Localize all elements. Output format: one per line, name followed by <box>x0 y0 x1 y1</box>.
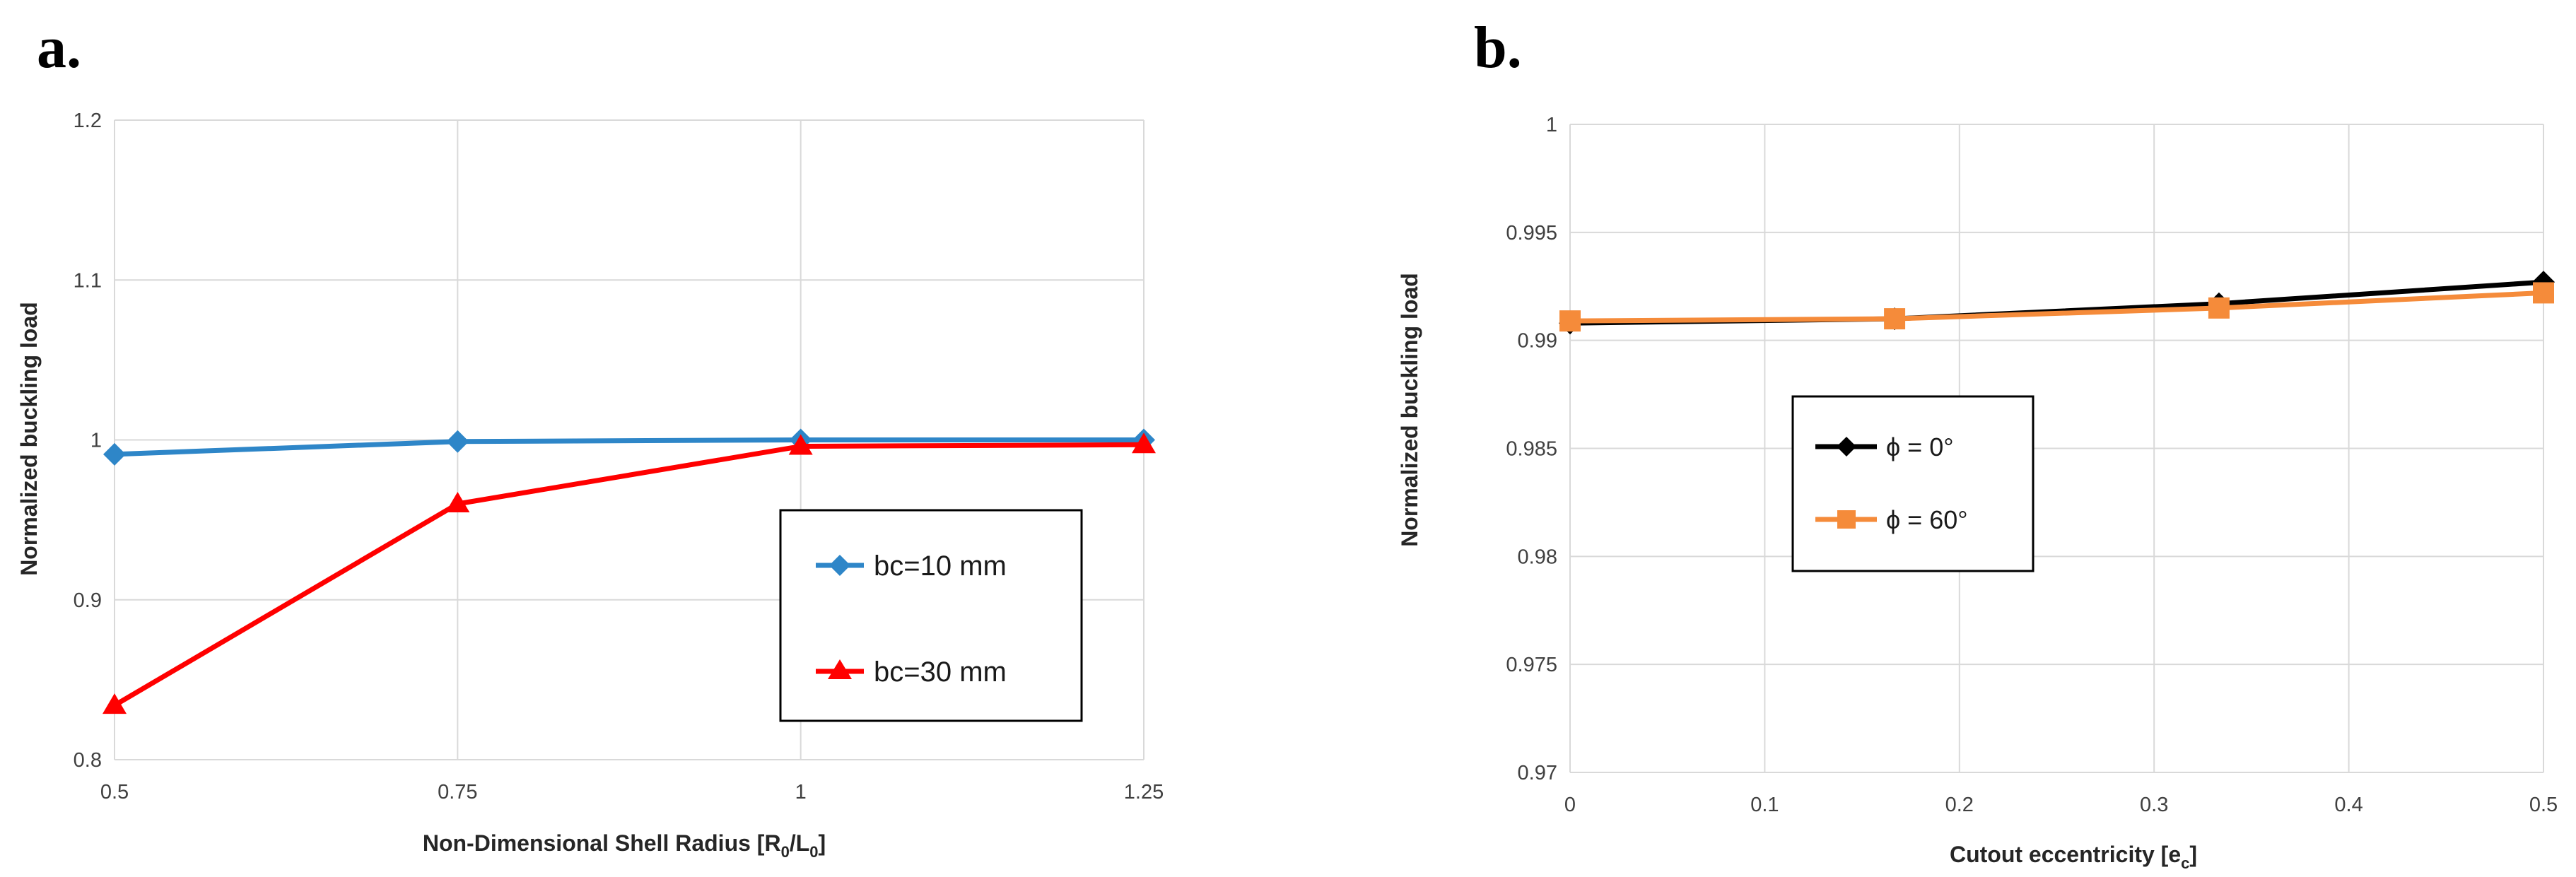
data-point-marker <box>103 442 126 466</box>
x-tick-label: 0 <box>1564 794 1576 816</box>
legend-label-phi0: ϕ = 0° <box>1886 432 1954 461</box>
y-tick-label: 0.98 <box>1518 546 1557 568</box>
series-line <box>1569 279 2544 326</box>
panel-b-series <box>1559 271 2555 335</box>
data-point-marker <box>1884 308 1906 330</box>
y-tick-label: 0.8 <box>74 749 102 772</box>
x-tick-label: 0.3 <box>2140 794 2168 816</box>
panel-b-gridlines <box>1569 124 2544 773</box>
panel-b-y-axis-title: Normalized buckling load <box>1397 273 1422 547</box>
x-tick-label: 0.2 <box>1945 794 1974 816</box>
x-tick-label: 0.1 <box>1750 794 1779 816</box>
y-tick-label: 1.1 <box>74 269 102 292</box>
legend-square-marker <box>1837 510 1856 529</box>
panel-a-y-tick-labels: 0.8 0.9 1 1.1 1.2 <box>74 110 102 772</box>
x-tick-label: 1 <box>795 781 807 804</box>
data-point-marker <box>103 693 127 714</box>
legend-label-bc30: bc=30 mm <box>874 657 1007 688</box>
legend-label-phi60: ϕ = 60° <box>1886 505 1968 534</box>
legend-diamond-marker <box>1837 437 1856 457</box>
data-point-marker <box>2533 282 2554 304</box>
series-line <box>1569 290 2544 324</box>
panel-a-x-axis-title: Non-Dimensional Shell Radius [R0/L0] <box>423 830 826 861</box>
y-tick-label: 0.9 <box>74 589 102 612</box>
x-tick-label: 0.75 <box>438 781 477 804</box>
panel-a-letter: a. <box>37 15 81 81</box>
y-tick-label: 1 <box>1546 114 1557 136</box>
x-tick-label: 1.25 <box>1124 781 1164 804</box>
panel-a-series <box>103 428 1156 714</box>
legend-label-bc10: bc=10 mm <box>874 551 1007 582</box>
x-tick-label: 0.5 <box>100 781 129 804</box>
chart-panel-a: a. 0.8 0.9 1 1.1 1.2 0.5 0.75 1 1.25 Normalized… <box>16 15 1164 861</box>
series-line <box>114 437 1144 457</box>
y-tick-label: 0.975 <box>1506 654 1557 676</box>
x-tick-label: 0.5 <box>2529 794 2558 816</box>
data-point-marker <box>2208 297 2230 319</box>
series-line <box>113 442 1144 708</box>
x-tick-label: 0.4 <box>2334 794 2363 816</box>
y-tick-label: 1.2 <box>74 110 102 132</box>
panel-b-legend: ϕ = 0° ϕ = 60° <box>1791 395 2035 572</box>
panel-b-letter: b. <box>1474 15 1522 81</box>
data-point-marker <box>788 434 813 455</box>
panel-b-x-tick-labels: 0 0.1 0.2 0.3 0.4 0.5 <box>1564 794 2558 816</box>
y-tick-label: 0.99 <box>1518 330 1557 353</box>
panel-a-x-tick-labels: 0.5 0.75 1 1.25 <box>100 781 1164 804</box>
y-tick-label: 0.995 <box>1506 222 1557 245</box>
panel-b-x-axis-title: Cutout eccentricity [ec] <box>1950 842 2197 872</box>
y-tick-label: 0.97 <box>1518 762 1557 784</box>
panel-b-y-tick-labels: 0.97 0.975 0.98 0.985 0.99 0.995 1 <box>1506 114 1557 784</box>
y-tick-label: 0.985 <box>1506 438 1557 461</box>
panel-a-legend-box <box>779 509 1083 722</box>
data-point-marker <box>1132 432 1156 454</box>
y-tick-label: 1 <box>90 430 102 452</box>
data-point-marker <box>446 430 469 453</box>
data-point-marker <box>1559 310 1581 332</box>
panel-b-legend-box <box>1791 395 2035 572</box>
legend-triangle-marker <box>828 659 852 679</box>
legend-diamond-marker <box>829 555 850 576</box>
panel-a-y-axis-title: Normalized buckling load <box>16 302 42 576</box>
panel-a-legend: bc=10 mm bc=30 mm <box>779 509 1083 722</box>
data-point-marker <box>445 492 470 512</box>
